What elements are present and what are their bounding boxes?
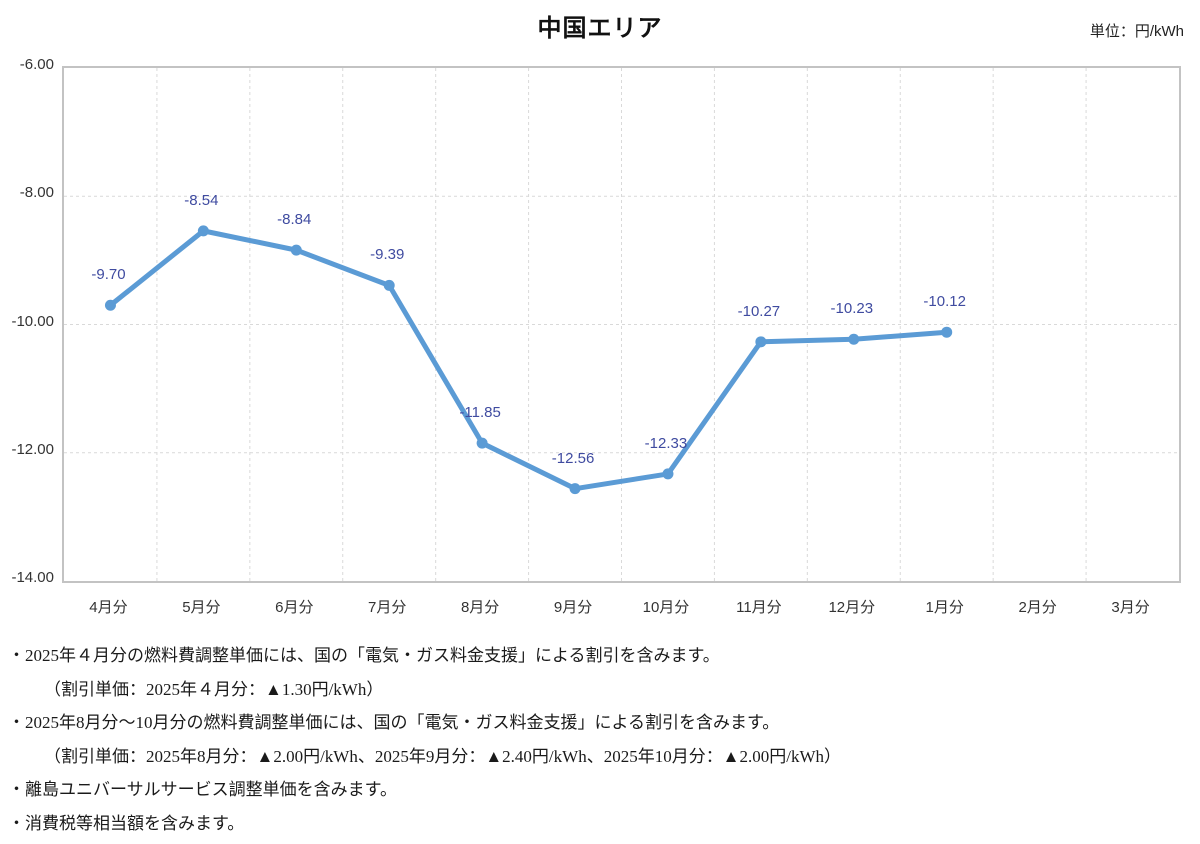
- x-tick-label: 8月分: [460, 599, 500, 616]
- data-label: -9.39: [370, 246, 405, 264]
- data-point: [383, 279, 395, 291]
- x-tick-label: 4月分: [89, 599, 128, 616]
- data-point: [476, 437, 488, 449]
- note-line: ・離島ユニバーサルサービス調整単価を含みます。: [8, 780, 397, 800]
- y-tick-label: -6.00: [19, 56, 54, 73]
- data-label: -10.23: [830, 300, 874, 318]
- data-label: -10.12: [923, 293, 966, 311]
- y-tick-label: -12.00: [11, 440, 54, 458]
- unit-label: 単位：円/kWh: [1089, 23, 1184, 40]
- data-label: -9.70: [91, 266, 126, 284]
- note-line: ・消費税等相当額を含みます。: [8, 813, 245, 833]
- data-label: -10.27: [737, 302, 781, 320]
- line-chart: [64, 68, 1179, 581]
- data-point: [662, 468, 674, 480]
- x-tick-label: 11月分: [736, 599, 782, 616]
- data-point: [755, 336, 767, 348]
- data-point: [197, 225, 209, 237]
- note-line: ・2025年8月分～10月分の燃料費調整単価には、国の「電気・ガス料金支援」によ…: [8, 713, 780, 733]
- data-point: [569, 483, 581, 495]
- y-tick-label: -10.00: [11, 312, 54, 330]
- y-tick-label: -14.00: [11, 569, 54, 586]
- footnotes: ・2025年４月分の燃料費調整単価には、国の「電気・ガス料金支援」による割引を含…: [8, 637, 1188, 838]
- note-line: （割引単価：2025年8月分：▲2.00円/kWh、2025年9月分：▲2.40…: [44, 746, 842, 766]
- chart-title: 中国エリア: [537, 15, 663, 42]
- y-tick-label: -8.00: [19, 184, 54, 202]
- x-tick-label: 10月分: [642, 599, 690, 616]
- data-label: -8.84: [277, 211, 312, 229]
- data-point: [848, 333, 860, 345]
- x-tick-label: 5月分: [182, 599, 221, 616]
- data-point: [290, 244, 302, 256]
- x-tick-label: 3月分: [1111, 599, 1150, 616]
- note-line: ・2025年４月分の燃料費調整単価には、国の「電気・ガス料金支援」による割引を含…: [8, 646, 720, 666]
- x-tick-label: 6月分: [275, 599, 314, 616]
- data-point: [941, 326, 953, 338]
- x-tick-label: 9月分: [553, 599, 593, 616]
- data-point: [104, 299, 116, 311]
- x-tick-label: 12月分: [828, 599, 876, 616]
- data-label: -12.33: [644, 434, 688, 452]
- data-label: -11.85: [459, 404, 501, 422]
- x-tick-label: 1月分: [925, 599, 964, 616]
- data-label: -12.56: [551, 449, 595, 467]
- x-tick-label: 7月分: [368, 599, 407, 616]
- series-line: [107, 228, 950, 492]
- data-label: -8.54: [184, 191, 219, 209]
- plot-area: [62, 66, 1181, 583]
- x-tick-label: 2月分: [1018, 599, 1057, 616]
- note-line: （割引単価：2025年４月分：▲1.30円/kWh）: [44, 679, 384, 699]
